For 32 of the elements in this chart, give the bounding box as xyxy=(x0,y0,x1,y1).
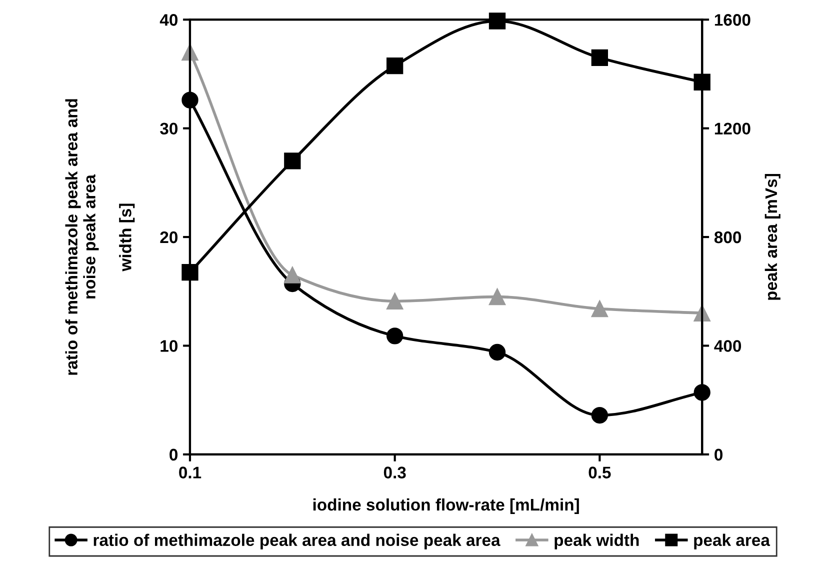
point xyxy=(488,288,506,306)
point xyxy=(591,406,608,424)
point xyxy=(386,292,404,310)
point xyxy=(694,74,710,90)
y-tick-label: 40 xyxy=(160,14,178,26)
y-tick-label: 30 xyxy=(160,122,178,135)
point xyxy=(386,57,404,74)
y2-axis-title: peak area [mVs] xyxy=(764,174,780,300)
point xyxy=(488,12,506,30)
text: ratio of methimazole peak area and noise peak area width [s] xyxy=(65,99,135,375)
x-axis-title: iodine solution flow-rate [mL/min] xyxy=(313,498,579,514)
y2-tick-label: 1600 xyxy=(714,14,750,26)
legend-label: peak width xyxy=(554,534,639,550)
point xyxy=(488,344,506,361)
y2-tick-label: 400 xyxy=(714,340,742,352)
x-tick-label: 0.5 xyxy=(588,466,611,478)
point xyxy=(591,49,608,66)
y2-tick-label: 0 xyxy=(714,448,722,461)
point xyxy=(386,328,404,344)
y2-tick-label: 800 xyxy=(714,231,742,244)
point xyxy=(591,300,608,318)
legend-label: ratio of methimazole peak area and noise peak area xyxy=(94,534,500,550)
y-tick-label: 20 xyxy=(160,231,178,244)
y-tick-label: 0 xyxy=(170,448,178,461)
point xyxy=(284,266,301,284)
x-tick-label: 0.3 xyxy=(384,466,406,478)
y-tick-label: 10 xyxy=(160,340,178,352)
x-tick-label: 0.1 xyxy=(179,466,202,478)
point xyxy=(284,152,301,170)
legend-label: peak area xyxy=(694,534,770,550)
y2-tick-label: 1200 xyxy=(714,122,750,135)
point xyxy=(182,264,198,281)
